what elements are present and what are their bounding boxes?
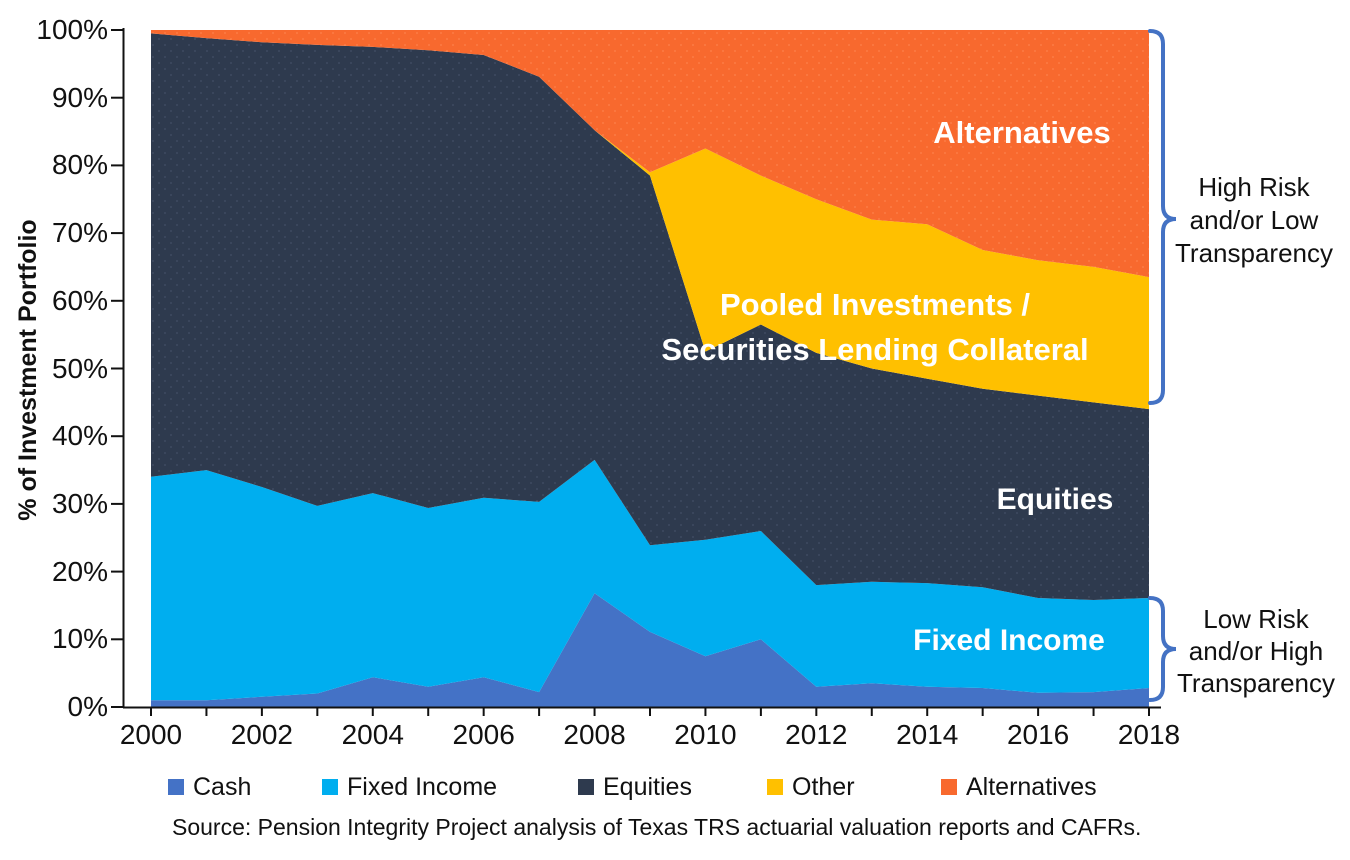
annotation-line: Transparency	[1175, 238, 1333, 268]
x-tick-label-2014: 2014	[896, 719, 959, 750]
annotation-line: Transparency	[1177, 668, 1335, 698]
area-label-pooled-line2: Securities Lending Collateral	[661, 332, 1089, 367]
x-tick-label-2004: 2004	[341, 719, 404, 750]
legend-swatch-icon	[941, 779, 957, 795]
legend-swatch-icon	[322, 779, 338, 795]
source-note: Source: Pension Integrity Project analys…	[172, 814, 1142, 840]
legend-swatch-icon	[578, 779, 594, 795]
y-tick-label-70: 70%	[51, 217, 108, 249]
y-tick-label-20: 20%	[51, 555, 108, 587]
legend-swatch-icon	[767, 779, 783, 795]
area-equities	[151, 33, 1149, 600]
y-tick-label-90: 90%	[51, 81, 108, 113]
y-tick-label-100: 100%	[36, 14, 108, 45]
legend-item-fixed-income: Fixed Income	[322, 771, 497, 803]
x-tick-label-2018: 2018	[1117, 719, 1181, 750]
y-tick-label-60: 60%	[51, 284, 108, 316]
high-risk-annotation: High Risk and/or Low Transparency	[1158, 171, 1350, 270]
annotation-line: High Risk	[1198, 172, 1310, 202]
x-tick-label-2008: 2008	[563, 719, 626, 750]
y-tick-label-50: 50%	[51, 352, 108, 384]
legend-swatch-icon	[168, 779, 184, 795]
y-tick-label-80: 80%	[51, 149, 108, 181]
area-label-alternatives: Alternatives	[933, 115, 1111, 150]
area-alternatives	[151, 30, 1149, 278]
annotation-line: and/or Low	[1189, 205, 1319, 235]
legend-label: Alternatives	[966, 772, 1097, 801]
legend-item-alternatives: Alternatives	[941, 771, 1097, 803]
low-risk-bracket	[1148, 596, 1177, 702]
x-tick-label-2002: 2002	[230, 719, 294, 750]
legend-label: Equities	[603, 772, 692, 801]
legend-item-cash: Cash	[168, 771, 251, 803]
x-tick-label-2012: 2012	[785, 719, 848, 750]
area-label-fixed-income: Fixed Income	[913, 624, 1105, 657]
legend-item-equities: Equities	[578, 771, 692, 803]
x-tick-label-2016: 2016	[1006, 719, 1070, 750]
legend-label: Other	[792, 772, 855, 801]
area-label-equities: Equities	[996, 483, 1114, 516]
legend-item-other: Other	[767, 771, 855, 803]
area-label-pooled-line1: Pooled Investments /	[719, 287, 1031, 322]
y-tick-label-10: 10%	[51, 623, 108, 655]
x-tick-label-2006: 2006	[452, 719, 515, 750]
y-tick-label-30: 30%	[51, 487, 108, 519]
x-tick-label-2010: 2010	[674, 719, 737, 750]
legend-label: Fixed Income	[347, 772, 498, 801]
area-other	[151, 33, 1149, 410]
area-cash	[151, 593, 1149, 707]
high-risk-bracket	[1148, 29, 1177, 405]
legend-label: Cash	[193, 772, 252, 801]
low-risk-annotation: Low Risk and/or High Transparency	[1162, 603, 1350, 699]
x-tick-label-2000: 2000	[119, 719, 183, 750]
annotation-line: and/or High	[1188, 636, 1324, 666]
y-tick-label-40: 40%	[51, 420, 108, 452]
area-label-pooled-investments: Pooled Investments / Securities Lending …	[595, 282, 1155, 372]
annotation-line: Low Risk	[1203, 604, 1309, 634]
area-fixed-income	[151, 459, 1149, 701]
y-tick-label-0: 0%	[67, 691, 108, 722]
